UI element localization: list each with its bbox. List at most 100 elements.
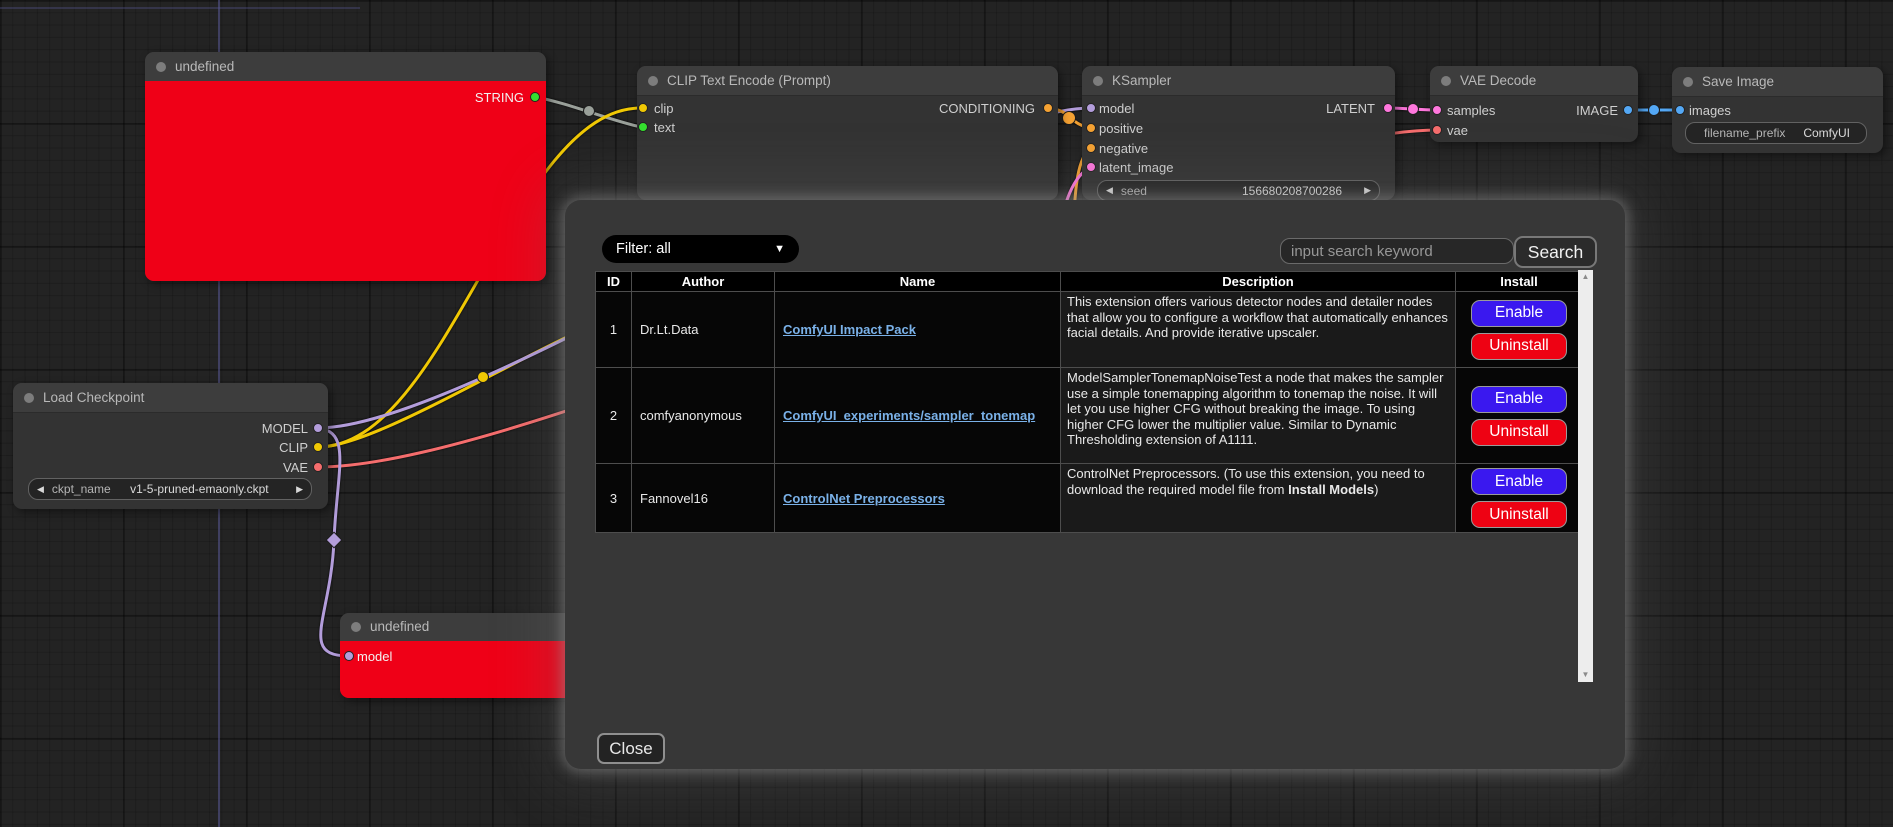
seed-widget[interactable]: ◀ seed 156680208700286 ▶: [1097, 180, 1380, 201]
collapse-dot-icon[interactable]: [1093, 76, 1103, 86]
reroute-dot-conditioning-link[interactable]: [1062, 111, 1076, 125]
search-input[interactable]: [1280, 238, 1514, 264]
close-button[interactable]: Close: [597, 733, 665, 764]
extension-link[interactable]: ComfyUI_experiments/sampler_tonemap: [783, 408, 1036, 423]
node-title-bar[interactable]: undefined: [340, 613, 590, 642]
previous-arrow-icon[interactable]: ◀: [37, 483, 44, 494]
node-undefined-bottom[interactable]: undefined model: [340, 613, 590, 698]
next-arrow-icon[interactable]: ▶: [296, 483, 303, 494]
output-slot-conditioning: CONDITIONING: [938, 101, 1035, 116]
output-slot-latent: LATENT: [1326, 101, 1375, 116]
node-undefined-top[interactable]: undefined STRING: [145, 52, 546, 281]
collapse-dot-icon[interactable]: [648, 76, 658, 86]
uninstall-button[interactable]: Uninstall: [1471, 418, 1567, 446]
table-row: 1 Dr.Lt.Data ComfyUI Impact Pack This ex…: [595, 291, 1583, 368]
node-save-image[interactable]: Save Image images filename_prefix ComfyU…: [1672, 67, 1883, 153]
node-vae-decode[interactable]: VAE Decode samples vae IMAGE: [1430, 66, 1638, 142]
scroll-down-arrow-icon[interactable]: ▼: [1581, 670, 1590, 679]
input-slot-vae: vae: [1447, 123, 1468, 138]
input-slot-positive: positive: [1099, 121, 1144, 136]
input-slot-samples: samples: [1447, 103, 1496, 118]
cell-description: ControlNet Preprocessors. (To use this e…: [1060, 463, 1456, 533]
table-row: 2 comfyanonymous ComfyUI_experiments/sam…: [595, 367, 1583, 464]
filename-prefix-widget[interactable]: filename_prefix ComfyUI: [1685, 122, 1867, 144]
collapse-dot-icon[interactable]: [24, 393, 34, 403]
node-title-bar[interactable]: VAE Decode: [1430, 66, 1638, 96]
header-install: Install: [1455, 271, 1583, 292]
node-title: CLIP Text Encode (Prompt): [667, 73, 831, 88]
chevron-down-icon: ▼: [774, 243, 785, 255]
node-ksampler[interactable]: KSampler model positive negative latent_…: [1082, 66, 1395, 201]
cell-id: 2: [595, 367, 632, 464]
node-title: undefined: [370, 619, 430, 634]
input-slot-model: model: [1099, 101, 1135, 116]
node-title: KSampler: [1112, 73, 1172, 88]
uninstall-button[interactable]: Uninstall: [1471, 332, 1567, 360]
node-error-body: [145, 81, 546, 281]
output-slot-image: IMAGE: [1576, 103, 1618, 118]
input-slot-text: text: [654, 120, 675, 135]
cell-id: 3: [595, 463, 632, 533]
header-id: ID: [595, 271, 632, 292]
input-slot-clip: clip: [654, 101, 674, 116]
uninstall-button[interactable]: Uninstall: [1471, 501, 1567, 528]
input-slot-model: model: [357, 649, 393, 664]
canvas-origin-horizontal-line: [0, 7, 360, 9]
cell-description: ModelSamplerTonemapNoiseTest a node that…: [1060, 367, 1456, 464]
node-title: VAE Decode: [1460, 73, 1537, 88]
extension-manager-dialog: Filter: all ▼ Search ID Author Name Desc…: [565, 200, 1625, 769]
node-title-bar[interactable]: Load Checkpoint: [13, 383, 328, 413]
reroute-dot-string-link[interactable]: [583, 105, 595, 117]
extension-link[interactable]: ControlNet Preprocessors: [783, 490, 945, 506]
output-slot-clip: CLIP: [279, 440, 308, 455]
filter-selected-value: Filter: all: [616, 241, 671, 257]
input-slot-images: images: [1689, 103, 1731, 118]
filter-select[interactable]: Filter: all ▼: [602, 235, 799, 263]
table-scrollbar[interactable]: ▲ ▼: [1578, 270, 1593, 682]
header-name: Name: [774, 271, 1061, 292]
cell-author: comfyanonymous: [631, 367, 775, 464]
collapse-dot-icon[interactable]: [156, 62, 166, 72]
node-clip-text-encode[interactable]: CLIP Text Encode (Prompt) clip text COND…: [637, 66, 1058, 200]
seed-widget-value: 156680208700286: [1241, 183, 1343, 198]
collapse-dot-icon[interactable]: [1441, 76, 1451, 86]
filename-prefix-value: ComfyUI: [1803, 126, 1850, 140]
enable-button[interactable]: Enable: [1471, 299, 1567, 327]
enable-button[interactable]: Enable: [1471, 385, 1567, 413]
node-title-bar[interactable]: Save Image: [1672, 67, 1883, 97]
node-title: Save Image: [1702, 74, 1775, 89]
input-slot-negative: negative: [1099, 141, 1149, 156]
cell-description: This extension offers various detector n…: [1060, 291, 1456, 368]
search-button[interactable]: Search: [1514, 236, 1597, 268]
reroute-dot-image-link[interactable]: [1648, 104, 1660, 116]
extension-table-container: ID Author Name Description Install 1 Dr.…: [595, 271, 1583, 533]
extension-table: ID Author Name Description Install 1 Dr.…: [595, 271, 1583, 533]
collapse-dot-icon[interactable]: [351, 622, 361, 632]
seed-widget-label: seed: [1120, 183, 1147, 198]
node-title-bar[interactable]: CLIP Text Encode (Prompt): [637, 66, 1058, 96]
node-load-checkpoint[interactable]: Load Checkpoint MODEL CLIP VAE ◀ ckpt_na…: [13, 383, 328, 509]
extension-link[interactable]: ComfyUI Impact Pack: [783, 322, 916, 337]
reroute-diamond-model-link[interactable]: [325, 531, 343, 549]
decrement-arrow-icon[interactable]: ◀: [1106, 185, 1113, 195]
reroute-dot-latent-link[interactable]: [1407, 103, 1419, 115]
node-title: undefined: [175, 59, 235, 74]
reroute-dot-clip-link[interactable]: [477, 371, 489, 383]
node-title: Load Checkpoint: [43, 390, 145, 405]
node-title-bar[interactable]: KSampler: [1082, 66, 1395, 96]
node-error-body: [340, 641, 590, 698]
table-header-row: ID Author Name Description Install: [595, 271, 1583, 292]
scroll-up-arrow-icon[interactable]: ▲: [1581, 272, 1590, 281]
output-slot-vae: VAE: [282, 460, 308, 475]
output-slot-model: MODEL: [261, 421, 308, 436]
increment-arrow-icon[interactable]: ▶: [1364, 185, 1371, 195]
header-description: Description: [1060, 271, 1456, 292]
table-row: 3 Fannovel16 ControlNet Preprocessors Co…: [595, 463, 1583, 533]
collapse-dot-icon[interactable]: [1683, 77, 1693, 87]
header-author: Author: [631, 271, 775, 292]
enable-button[interactable]: Enable: [1471, 468, 1567, 495]
filename-prefix-label: filename_prefix: [1704, 126, 1786, 140]
node-title-bar[interactable]: undefined: [145, 52, 546, 82]
ckpt-name-widget[interactable]: ◀ ckpt_name v1-5-pruned-emaonly.ckpt ▶: [28, 478, 312, 500]
ckpt-name-value: v1-5-pruned-emaonly.ckpt: [130, 482, 269, 496]
